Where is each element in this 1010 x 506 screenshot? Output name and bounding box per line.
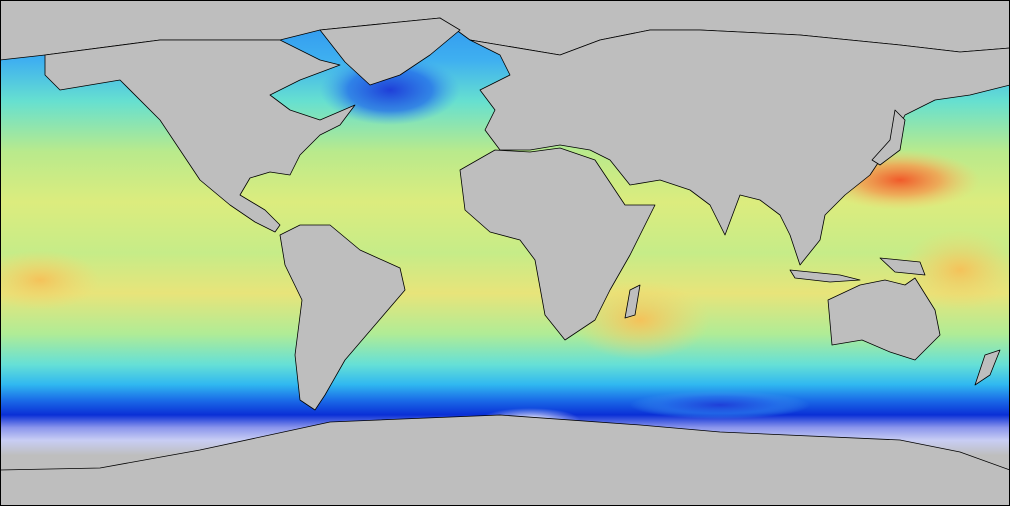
africa bbox=[459, 147, 656, 341]
warm-anomaly bbox=[900, 230, 1010, 310]
new-zealand bbox=[974, 349, 1001, 386]
japan bbox=[871, 109, 906, 166]
indonesia bbox=[789, 269, 861, 283]
madagascar bbox=[624, 284, 641, 319]
greenland bbox=[319, 17, 461, 86]
australia bbox=[827, 277, 941, 361]
north-america bbox=[44, 39, 356, 233]
new-guinea bbox=[879, 257, 926, 276]
antarctica bbox=[0, 414, 1010, 506]
south-america bbox=[279, 224, 406, 411]
warm-anomaly bbox=[0, 250, 100, 310]
cold-anomaly bbox=[630, 391, 810, 419]
cold-anomaly bbox=[320, 55, 460, 125]
eurasia bbox=[469, 29, 1010, 266]
